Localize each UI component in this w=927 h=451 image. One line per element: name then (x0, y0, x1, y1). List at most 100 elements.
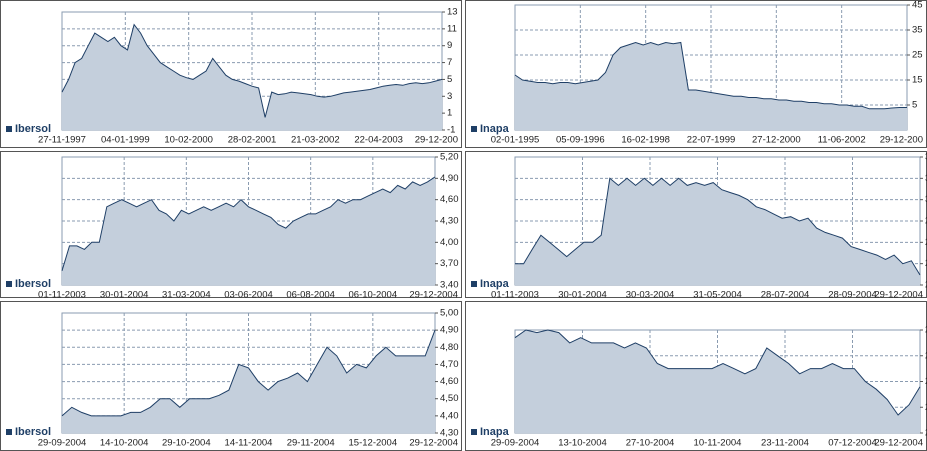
area-fill (62, 176, 435, 285)
chart-panel: 2,45 2,55 2,65 2,75 2,85 29-09-2004 13-10-2004… (465, 301, 927, 451)
x-tick-label: 13-10-2004 (558, 438, 607, 449)
legend-swatch (471, 126, 477, 132)
price-line (514, 41, 907, 110)
x-tick-label: 31-03-2004 (162, 290, 211, 301)
y-tick-label: 4,60 (440, 376, 459, 387)
y-tick-label: 2,55 (925, 402, 927, 413)
x-tick-label: 07-12-2004 (828, 438, 877, 449)
legend-swatch (6, 126, 12, 132)
chart-panel: 3,40 3,70 4,00 4,30 4,60 4,90 5,20 01-11-2003 30… (0, 151, 462, 301)
x-tick-label: 28-09-2004 (828, 290, 877, 301)
x-tick-label: 31-05-2004 (693, 290, 742, 301)
x-tick-label: 22-07-1999 (687, 135, 736, 146)
x-tick-label: 29-12-2004 (409, 438, 458, 449)
y-tick-label: 3,05 (925, 194, 927, 205)
y-tick-label: 2,45 (925, 428, 927, 439)
y-tick-label: 3,20 (925, 173, 927, 184)
x-tick-label: 03-06-2004 (224, 290, 273, 301)
x-tick-label: 29-11-2004 (287, 438, 335, 449)
y-tick-label: 9 (447, 40, 452, 51)
x-tick-label: 22-04-2003 (354, 135, 403, 146)
x-tick-label: 01-11-2003 (38, 290, 86, 301)
price-line (61, 23, 443, 118)
area-fill (515, 330, 920, 433)
x-tick-label: 10-02-2000 (164, 135, 213, 146)
y-tick-label: 1 (447, 108, 452, 119)
x-tick-label: 27-12-2000 (752, 135, 801, 146)
x-tick-label: 30-01-2004 (558, 290, 607, 301)
y-tick-label: 4,90 (440, 173, 459, 184)
y-tick-label: 2,65 (925, 376, 927, 387)
y-tick-label: 3,40 (440, 280, 459, 291)
y-tick-label: 2,75 (925, 350, 927, 361)
y-tick-label: 5 (912, 100, 917, 111)
x-tick-label: 29-09-2004 (38, 438, 87, 449)
y-tick-label: 4,70 (440, 359, 459, 370)
legend-label: Ibersol (15, 426, 51, 438)
y-tick-label: 4,30 (440, 428, 459, 439)
x-tick-label: 15-12-2004 (349, 438, 398, 449)
x-tick-label: 10-11-2004 (694, 438, 742, 449)
x-tick-label: 29-12-2004 (874, 290, 923, 301)
x-tick-label: 27-11-1997 (38, 135, 86, 146)
y-tick-label: -1 (447, 125, 455, 136)
legend-swatch (471, 281, 477, 287)
x-tick-label: 14-10-2004 (100, 438, 149, 449)
chart-panel: 2,45 2,60 2,75 2,90 3,05 3,20 3,35 01-11-2003 30… (465, 151, 927, 301)
x-tick-label: 29-09-2004 (491, 438, 540, 449)
x-tick-label: 23-11-2004 (761, 438, 809, 449)
y-tick-label: 13 (447, 7, 458, 18)
x-tick-label: 11-06-2002 (818, 135, 866, 146)
y-tick-label: 4,40 (440, 410, 459, 421)
legend-swatch (471, 429, 477, 435)
x-tick-label: 29-12-200 (415, 135, 458, 146)
y-tick-label: 4,60 (440, 194, 459, 205)
y-tick-label: 2,85 (925, 325, 927, 336)
y-tick-label: 2,90 (925, 216, 927, 227)
x-tick-label: 30-03-2004 (626, 290, 675, 301)
x-tick-label: 05-09-1996 (556, 135, 605, 146)
x-tick-label: 28-02-2001 (228, 135, 277, 146)
area-fill (62, 24, 442, 131)
chart-panel: 5 15 25 35 45 02-01-1995 05-09-1996 16-02-1998 2… (465, 0, 927, 148)
x-tick-label: 28-07-2004 (761, 290, 810, 301)
x-tick-label: 04-01-1999 (101, 135, 150, 146)
price-line (61, 329, 436, 417)
legend-label: Inapa (480, 123, 510, 135)
y-tick-label: 3,35 (925, 152, 927, 163)
legend-swatch (6, 281, 12, 287)
chart-panel: 4,30 4,40 4,50 4,60 4,70 4,80 4,90 5,00 29-09-20… (0, 301, 462, 451)
x-tick-label: 02-01-1995 (491, 135, 540, 146)
x-tick-label: 06-08-2004 (286, 290, 335, 301)
price-line (514, 329, 921, 416)
y-tick-label: 4,50 (440, 393, 459, 404)
x-tick-label: 27-10-2004 (626, 438, 675, 449)
x-tick-label: 14-11-2004 (225, 438, 273, 449)
area-fill (515, 42, 907, 130)
x-tick-label: 21-03-2002 (291, 135, 340, 146)
x-tick-label: 29-12-2004 (874, 438, 923, 449)
y-tick-label: 4,30 (440, 216, 459, 227)
y-tick-label: 2,45 (925, 280, 927, 291)
x-tick-label: 16-02-1998 (621, 135, 670, 146)
legend-label: Inapa (480, 278, 510, 290)
legend-swatch (6, 429, 12, 435)
x-tick-label: 06-10-2004 (349, 290, 398, 301)
y-tick-label: 35 (912, 25, 923, 36)
area-fill (62, 330, 435, 433)
legend-label: Ibersol (15, 123, 51, 135)
y-tick-label: 2,75 (925, 237, 927, 248)
y-tick-label: 5,00 (440, 308, 459, 319)
legend-label: Inapa (480, 426, 510, 438)
y-tick-label: 4,90 (440, 325, 459, 336)
area-fill (515, 178, 920, 285)
y-tick-label: 5 (447, 74, 452, 85)
x-tick-label: 29-10-2004 (162, 438, 211, 449)
y-tick-label: 4,80 (440, 342, 459, 353)
y-tick-label: 2,60 (925, 258, 927, 269)
y-tick-label: 7 (447, 57, 452, 68)
x-tick-label: 29-12-200 (880, 135, 923, 146)
x-tick-label: 01-11-2003 (491, 290, 539, 301)
